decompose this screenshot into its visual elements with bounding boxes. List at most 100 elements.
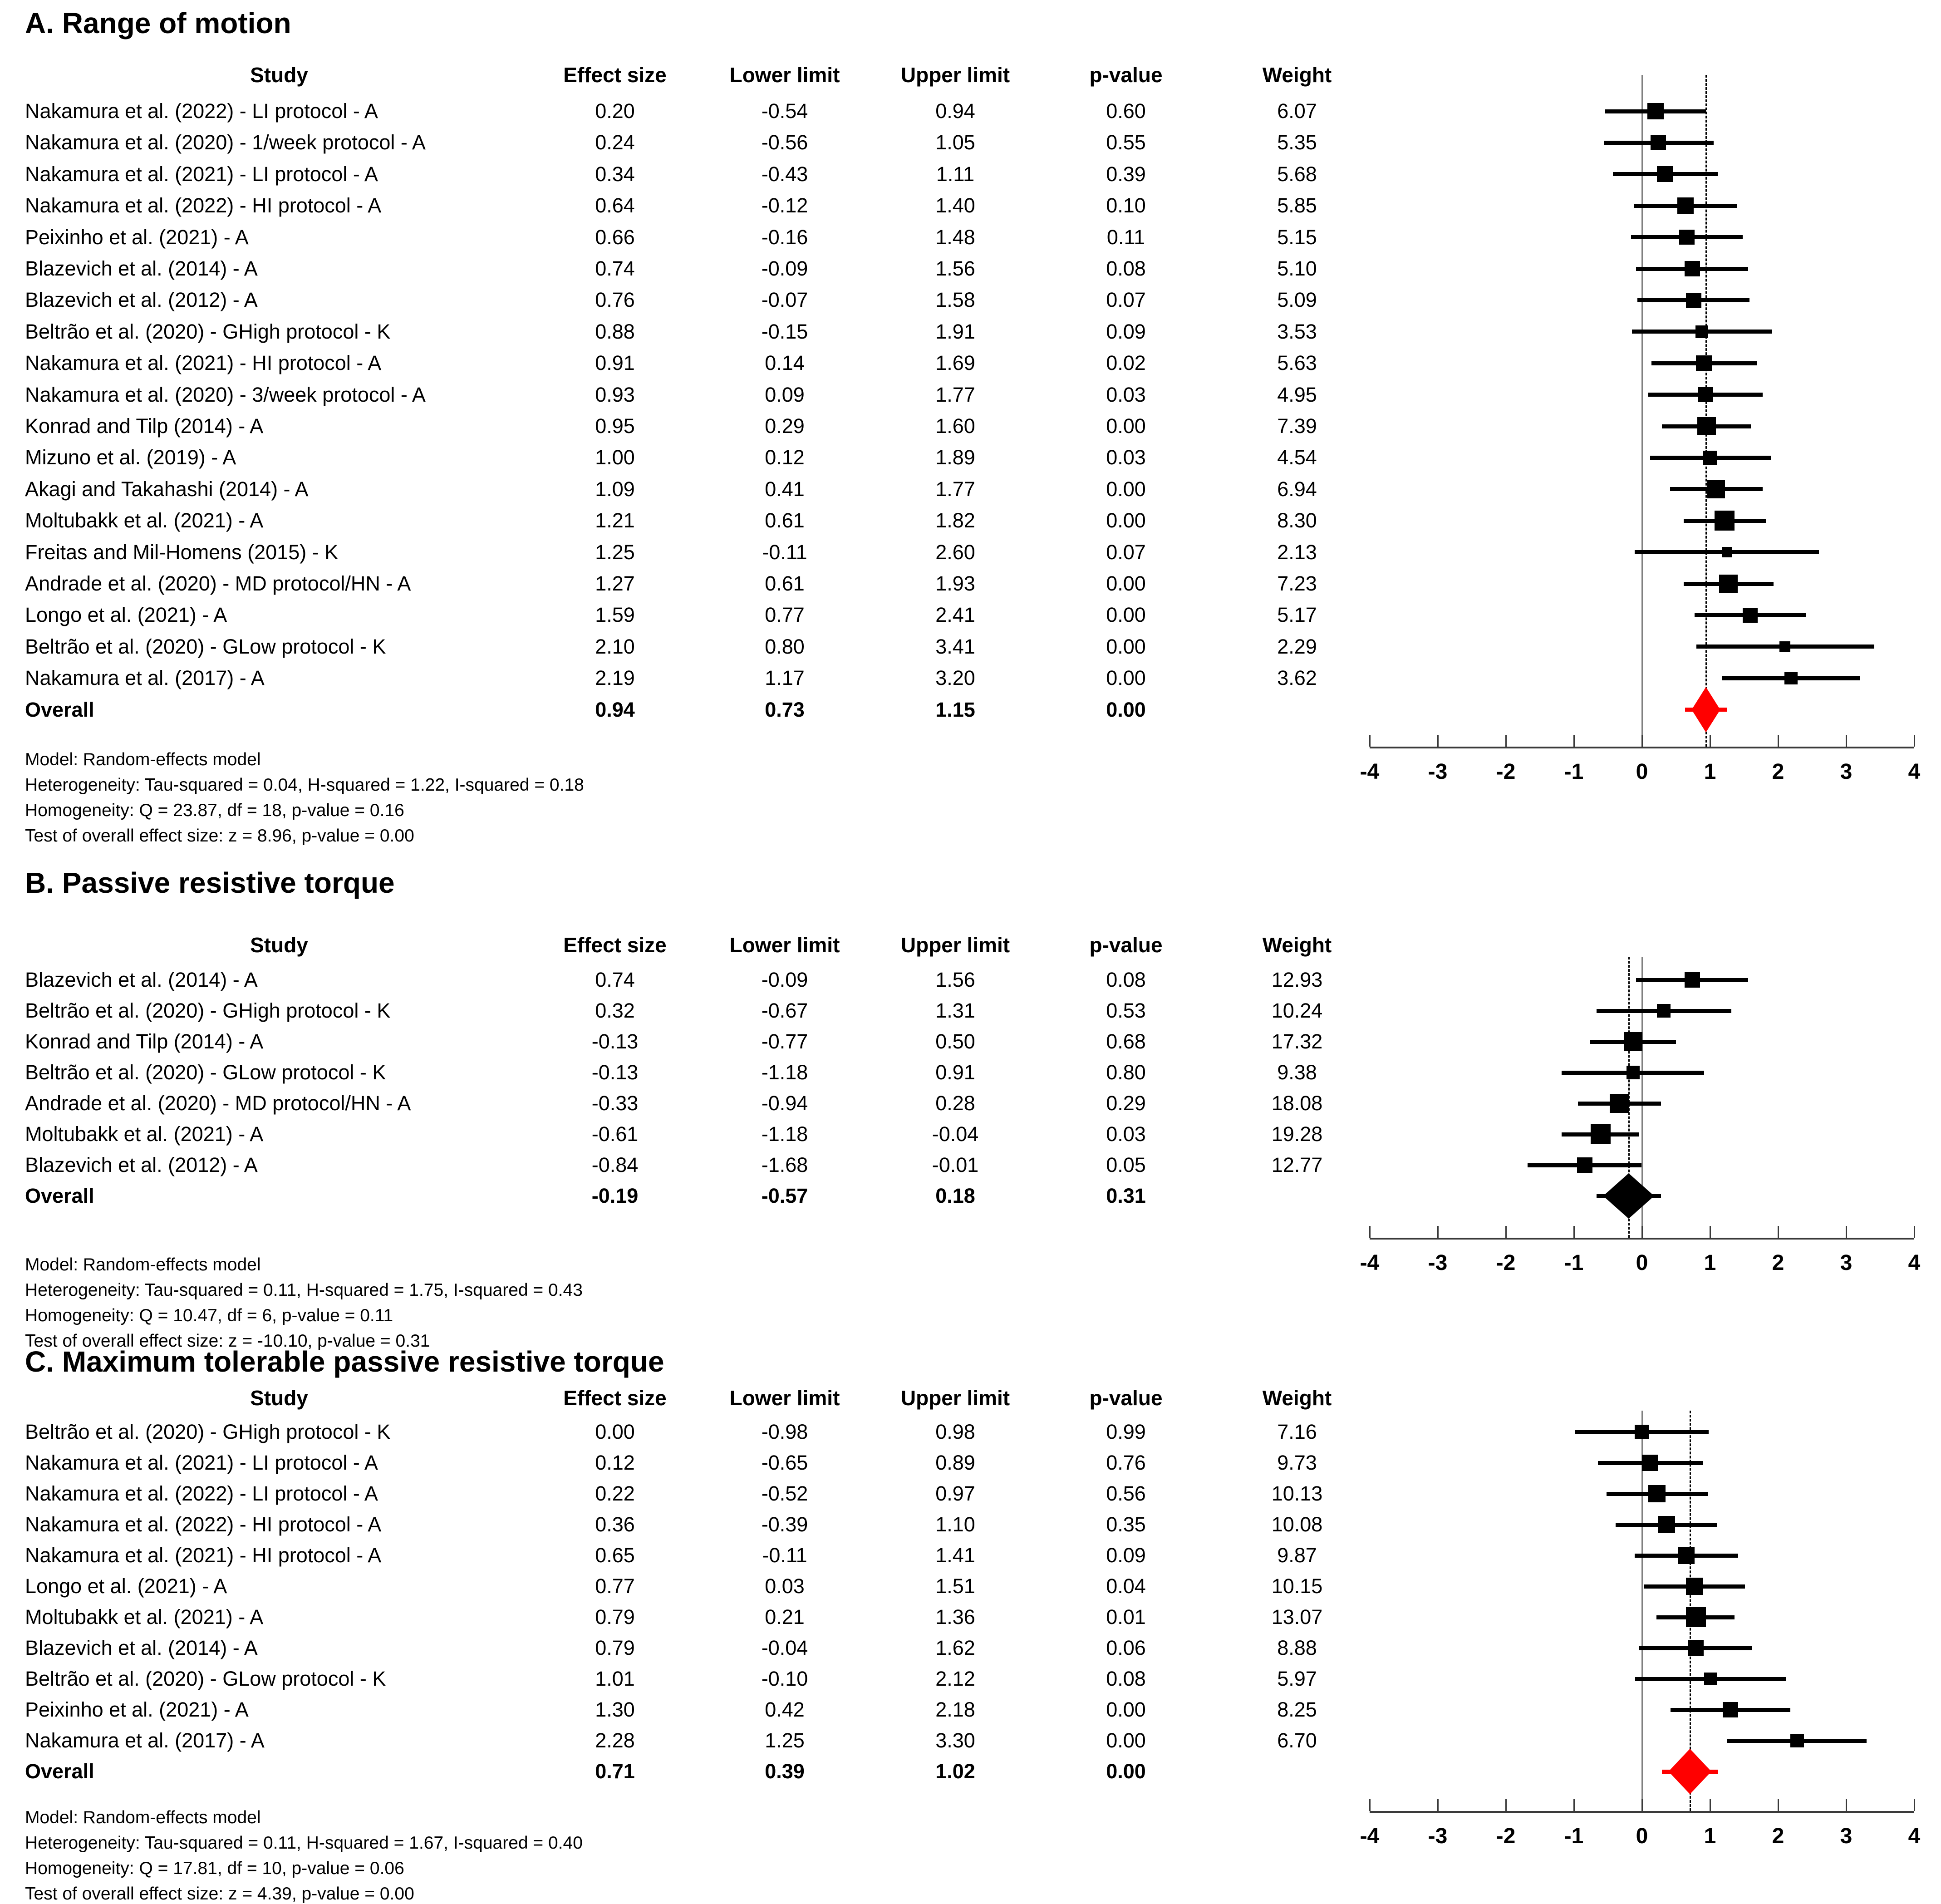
- column-header-weight: Weight: [1262, 1386, 1332, 1410]
- study-label: Peixinho et al. (2021) - A: [25, 1698, 249, 1721]
- axis-tick-label: -3: [1428, 1824, 1448, 1848]
- effect-square: [1687, 1640, 1704, 1656]
- overall-diamond: [1668, 1749, 1711, 1794]
- cell-upper-limit: 1.77: [935, 383, 975, 406]
- column-header-lower-limit: Lower limit: [729, 1386, 840, 1410]
- cell-effect-size: 0.91: [595, 351, 635, 375]
- cell-lower-limit: -0.11: [762, 540, 807, 564]
- axis-tick-label: -3: [1428, 1251, 1448, 1275]
- effect-square: [1590, 1124, 1611, 1144]
- cell-weight: 5.63: [1277, 351, 1317, 375]
- cell-p-value: 0.53: [1106, 999, 1146, 1022]
- cell-weight: 8.25: [1277, 1698, 1317, 1721]
- effect-square: [1677, 1547, 1695, 1564]
- axis-tick: [1573, 735, 1575, 747]
- axis-tick-label: -1: [1564, 760, 1584, 784]
- cell-lower-limit: -1.18: [761, 1122, 808, 1146]
- cell-weight: 2.29: [1277, 635, 1317, 658]
- cell-p-value: 0.02: [1106, 351, 1146, 375]
- cell-upper-limit: 2.60: [935, 540, 975, 564]
- cell-lower-limit: -0.67: [761, 999, 808, 1022]
- cell-effect-size: 2.28: [595, 1729, 635, 1752]
- cell-effect-size: 0.74: [595, 257, 635, 280]
- column-header-effect-size: Effect size: [563, 933, 667, 957]
- column-header-p-value: p-value: [1089, 63, 1163, 87]
- axis-tick: [1369, 735, 1371, 747]
- study-label: Akagi and Takahashi (2014) - A: [25, 477, 309, 501]
- axis-tick: [1777, 1226, 1779, 1238]
- axis-tick: [1641, 735, 1643, 747]
- cell-p-value: 0.80: [1106, 1061, 1146, 1084]
- axis-tick-label: 3: [1840, 760, 1853, 784]
- column-header-weight: Weight: [1262, 933, 1332, 957]
- column-header-study: Study: [250, 63, 308, 87]
- cell-upper-limit: 1.10: [935, 1513, 975, 1536]
- cell-lower-limit: -0.77: [761, 1030, 808, 1053]
- cell-upper-limit: 1.82: [935, 509, 975, 532]
- axis-tick: [1437, 735, 1439, 747]
- axis-tick: [1641, 1226, 1643, 1238]
- cell-effect-size: -0.84: [591, 1153, 639, 1176]
- overall-upper-limit: 0.18: [935, 1184, 975, 1207]
- cell-upper-limit: -0.04: [932, 1122, 979, 1146]
- effect-square: [1626, 1066, 1640, 1079]
- cell-lower-limit: -0.65: [761, 1451, 808, 1474]
- cell-weight: 5.10: [1277, 257, 1317, 280]
- effect-square: [1685, 261, 1700, 276]
- axis-tick: [1777, 1799, 1779, 1811]
- cell-effect-size: 0.22: [595, 1482, 635, 1505]
- study-label: Beltrão et al. (2020) - GHigh protocol -…: [25, 999, 391, 1022]
- axis-tick-label: -3: [1428, 760, 1448, 784]
- cell-lower-limit: -0.43: [761, 162, 808, 186]
- axis-tick-label: 3: [1840, 1251, 1853, 1275]
- cell-effect-size: 0.00: [595, 1420, 635, 1443]
- axis-tick-label: 4: [1908, 760, 1921, 784]
- overall-p-value: 0.31: [1106, 1184, 1146, 1207]
- cell-p-value: 0.00: [1106, 477, 1146, 501]
- cell-weight: 10.13: [1271, 1482, 1323, 1505]
- column-header-weight: Weight: [1262, 63, 1332, 87]
- cell-effect-size: 0.24: [595, 131, 635, 154]
- cell-lower-limit: -0.15: [761, 320, 808, 343]
- axis-tick: [1437, 1226, 1439, 1238]
- cell-p-value: 0.60: [1106, 99, 1146, 123]
- cell-upper-limit: 1.77: [935, 477, 975, 501]
- cell-weight: 3.53: [1277, 320, 1317, 343]
- overall-p-value: 0.00: [1106, 1760, 1146, 1783]
- overall-lower-limit: 0.39: [765, 1760, 805, 1783]
- study-label: Moltubakk et al. (2021) - A: [25, 1122, 264, 1146]
- cell-upper-limit: 1.56: [935, 257, 975, 280]
- cell-upper-limit: 1.62: [935, 1636, 975, 1659]
- axis-tick-label: 2: [1772, 760, 1784, 784]
- x-axis-line: [1370, 1238, 1914, 1240]
- cell-upper-limit: 1.89: [935, 446, 975, 469]
- footer-line: Homogeneity: Q = 17.81, df = 10, p-value…: [25, 1859, 404, 1878]
- cell-lower-limit: 0.21: [765, 1605, 805, 1628]
- column-header-upper-limit: Upper limit: [900, 1386, 1010, 1410]
- cell-upper-limit: 0.50: [935, 1030, 975, 1053]
- effect-square: [1684, 972, 1700, 988]
- cell-upper-limit: 1.11: [936, 162, 975, 186]
- cell-upper-limit: 1.51: [935, 1574, 975, 1598]
- cell-lower-limit: 0.61: [765, 572, 805, 595]
- overall-effect-size: 0.71: [595, 1760, 635, 1783]
- footer-line: Test of overall effect size: z = -10.10,…: [25, 1331, 430, 1351]
- cell-p-value: 0.00: [1106, 1698, 1146, 1721]
- study-label: Konrad and Tilp (2014) - A: [25, 414, 264, 438]
- cell-effect-size: 0.88: [595, 320, 635, 343]
- cell-upper-limit: 0.98: [935, 1420, 975, 1443]
- study-label: Nakamura et al. (2017) - A: [25, 1729, 265, 1752]
- cell-weight: 12.93: [1271, 968, 1323, 991]
- study-label: Nakamura et al. (2022) - HI protocol - A: [25, 194, 382, 217]
- cell-upper-limit: 1.31: [935, 999, 975, 1022]
- study-label: Moltubakk et al. (2021) - A: [25, 509, 264, 532]
- cell-upper-limit: 1.91: [935, 320, 975, 343]
- axis-tick-label: 2: [1772, 1824, 1784, 1848]
- cell-effect-size: -0.61: [591, 1122, 639, 1146]
- panel-title: C. Maximum tolerable passive resistive t…: [25, 1345, 664, 1378]
- axis-tick: [1369, 1226, 1371, 1238]
- study-label: Longo et al. (2021) - A: [25, 603, 227, 627]
- axis-tick: [1505, 1226, 1507, 1238]
- cell-effect-size: 0.36: [595, 1513, 635, 1536]
- study-label: Blazevich et al. (2014) - A: [25, 257, 258, 280]
